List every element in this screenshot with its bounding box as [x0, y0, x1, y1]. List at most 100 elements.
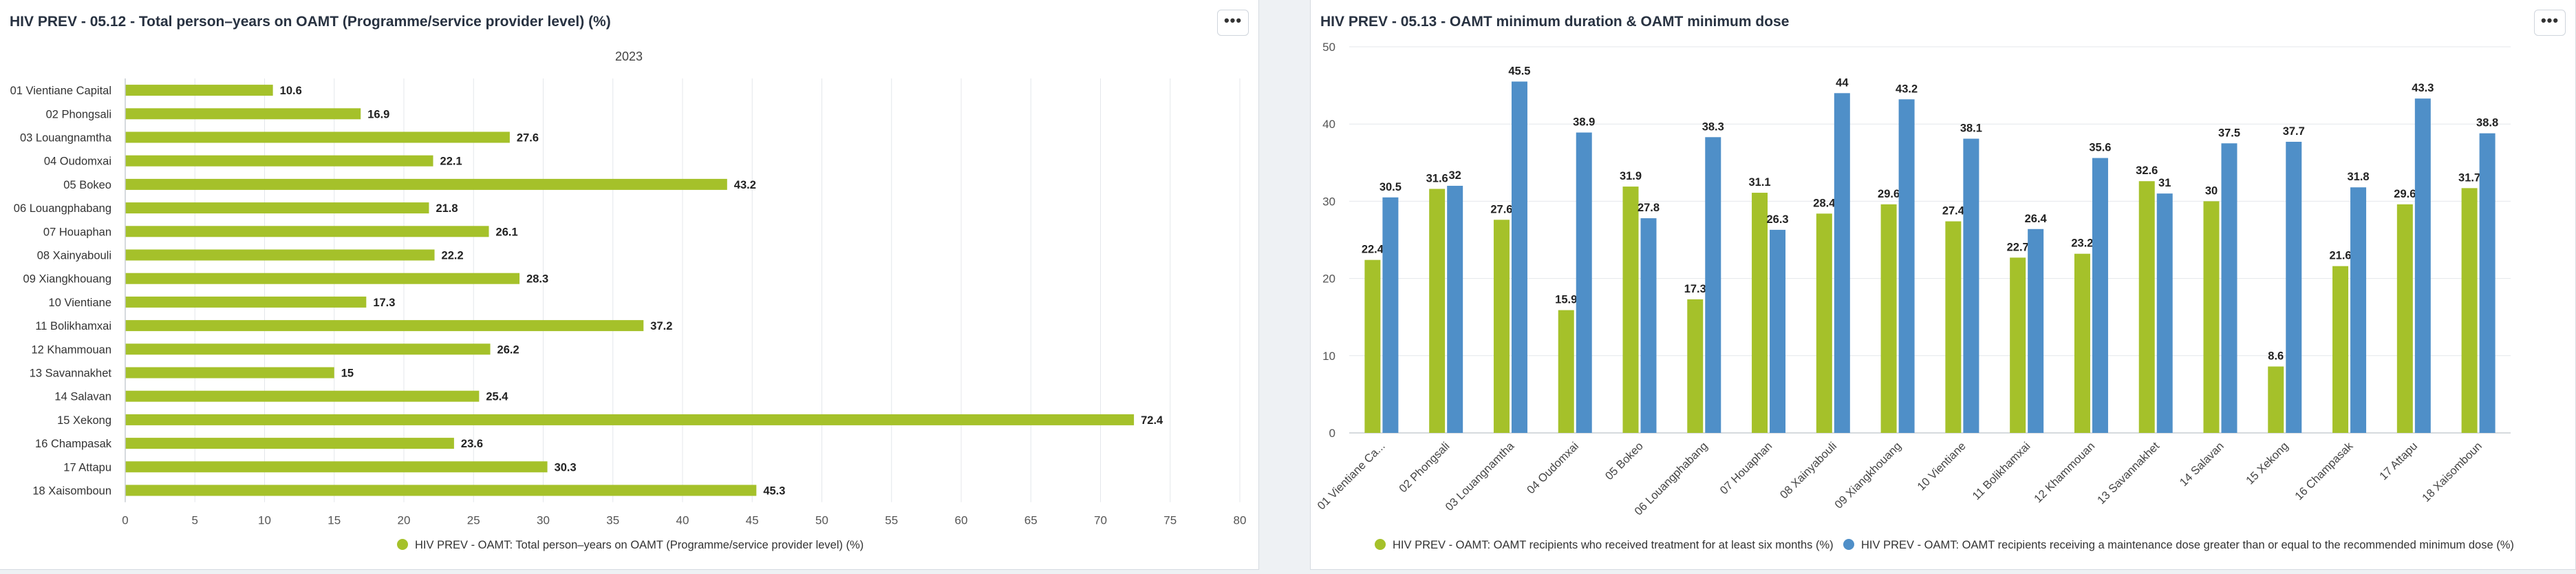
data-label: 28.3 — [526, 273, 548, 286]
panel-menu-button[interactable]: ••• — [1217, 10, 1249, 36]
bar — [1705, 137, 1721, 434]
bar — [2350, 187, 2367, 433]
bar — [2028, 228, 2044, 433]
data-label: 23.6 — [461, 438, 483, 450]
x-tick-label: 70 — [1094, 514, 1107, 527]
panel-menu-button[interactable]: ••• — [2534, 10, 2566, 36]
bar — [125, 390, 480, 402]
data-label: 21.8 — [436, 202, 458, 215]
data-label: 45.5 — [1508, 65, 1530, 77]
bar — [125, 438, 454, 449]
data-label: 26.3 — [1766, 213, 1788, 226]
data-label: 27.8 — [1638, 202, 1660, 214]
data-label: 35.6 — [2089, 142, 2111, 154]
x-tick-label: 15 — [328, 514, 341, 527]
bar — [1558, 310, 1574, 433]
data-label: 44 — [1836, 76, 1849, 89]
bar — [2414, 98, 2431, 433]
data-label: 38.1 — [1960, 123, 1982, 135]
bar — [1382, 197, 1399, 433]
x-category-label: 03 Louangnamtha — [1443, 440, 1516, 513]
bar — [2074, 253, 2090, 433]
bar — [1687, 299, 1704, 433]
bar — [1752, 193, 1768, 433]
grouped-bar-chart: 0 10 20 30 40 50 22.4 30.5 01 Vientiane Ca... 31.… — [1315, 41, 2514, 551]
panel-title: HIV PREV - 05.13 - OAMT minimum duration… — [1320, 14, 1790, 30]
data-label: 37.7 — [2283, 125, 2305, 138]
bar — [2221, 143, 2237, 433]
data-label: 38.9 — [1573, 116, 1595, 129]
data-label: 8.6 — [2268, 350, 2284, 363]
bar — [1816, 213, 1832, 433]
chart-panel-oamt-duration-dose: HIV PREV - 05.13 - OAMT minimum duration… — [1310, 0, 2576, 570]
y-category-label: 15 Xekong — [57, 414, 111, 427]
x-category-label: 14 Salavan — [2178, 440, 2226, 489]
y-tick-label: 10 — [1322, 350, 1335, 363]
y-category-label: 16 Champasak — [35, 438, 112, 450]
bar — [125, 343, 491, 355]
y-category-label: 11 Bolikhamxai — [35, 320, 111, 332]
x-tick-label: 50 — [815, 514, 828, 527]
y-tick-label: 30 — [1322, 195, 1335, 208]
y-tick-label: 40 — [1322, 118, 1335, 131]
bar — [2156, 193, 2173, 433]
chart-subtitle: 2023 — [615, 50, 643, 63]
data-label: 31.6 — [1426, 172, 1448, 184]
x-category-label: 06 Louangphabang — [1632, 440, 1710, 518]
y-category-label: 04 Oudomxai — [44, 156, 111, 168]
x-category-label: 13 Savannakhet — [2095, 440, 2162, 507]
bar — [1493, 220, 1510, 433]
x-category-label: 18 Xaisomboun — [2420, 440, 2484, 504]
y-category-label: 01 Vientiane Capital — [10, 85, 111, 97]
x-tick-label: 40 — [676, 514, 689, 527]
data-label: 31.8 — [2347, 171, 2369, 183]
bar — [2268, 366, 2284, 433]
panel-title: HIV PREV - 05.12 - Total person–years on… — [10, 14, 611, 30]
y-category-label: 03 Louangnamtha — [20, 132, 112, 145]
x-category-label: 17 Attapu — [2377, 440, 2420, 482]
data-label: 22.7 — [2007, 241, 2029, 253]
bar — [1880, 204, 1897, 433]
bar — [2396, 204, 2413, 433]
data-label: 43.2 — [734, 179, 756, 191]
legend-label: HIV PREV - OAMT: OAMT recipients receivi… — [1861, 539, 2514, 551]
legend-swatch — [1843, 539, 1854, 550]
x-tick-label: 20 — [398, 514, 411, 527]
bar — [1447, 185, 1463, 433]
bar — [2479, 133, 2496, 433]
bar — [125, 414, 1135, 425]
data-label: 10.6 — [280, 85, 302, 97]
legend-swatch — [397, 539, 408, 550]
data-label: 43.3 — [2412, 82, 2434, 94]
bar — [2203, 201, 2220, 433]
data-label: 32 — [1448, 169, 1461, 182]
data-label: 43.2 — [1896, 83, 1918, 95]
x-category-label: 11 Bolikhamxai — [1971, 440, 2033, 502]
x-tick-label: 35 — [606, 514, 619, 527]
y-category-label: 12 Khammouan — [32, 343, 112, 356]
y-category-label: 07 Houaphan — [43, 226, 111, 238]
legend-swatch — [1375, 539, 1386, 550]
data-label: 28.4 — [1813, 197, 1836, 209]
bar — [1945, 221, 1962, 433]
data-label: 26.2 — [497, 343, 519, 356]
data-label: 26.4 — [2025, 213, 2048, 225]
bar — [125, 485, 757, 496]
x-category-label: 12 Khammouan — [2032, 440, 2097, 505]
bar — [125, 202, 429, 214]
data-label: 72.4 — [1141, 414, 1163, 427]
bar — [125, 296, 367, 308]
y-category-label: 17 Attapu — [63, 461, 111, 474]
x-category-label: 05 Bokeo — [1603, 440, 1646, 482]
bar — [2010, 257, 2026, 433]
bar — [125, 108, 361, 120]
y-category-label: 06 Louangphabang — [14, 202, 111, 215]
x-tick-label: 45 — [746, 514, 759, 527]
x-category-label: 01 Vientiane Ca... — [1315, 440, 1387, 512]
x-tick-label: 60 — [955, 514, 968, 527]
y-category-label: 18 Xaisomboun — [32, 485, 111, 498]
data-label: 30 — [2205, 184, 2218, 197]
x-category-label: 07 Houaphan — [1718, 440, 1775, 497]
data-label: 15.9 — [1555, 294, 1577, 306]
bar — [125, 226, 489, 237]
